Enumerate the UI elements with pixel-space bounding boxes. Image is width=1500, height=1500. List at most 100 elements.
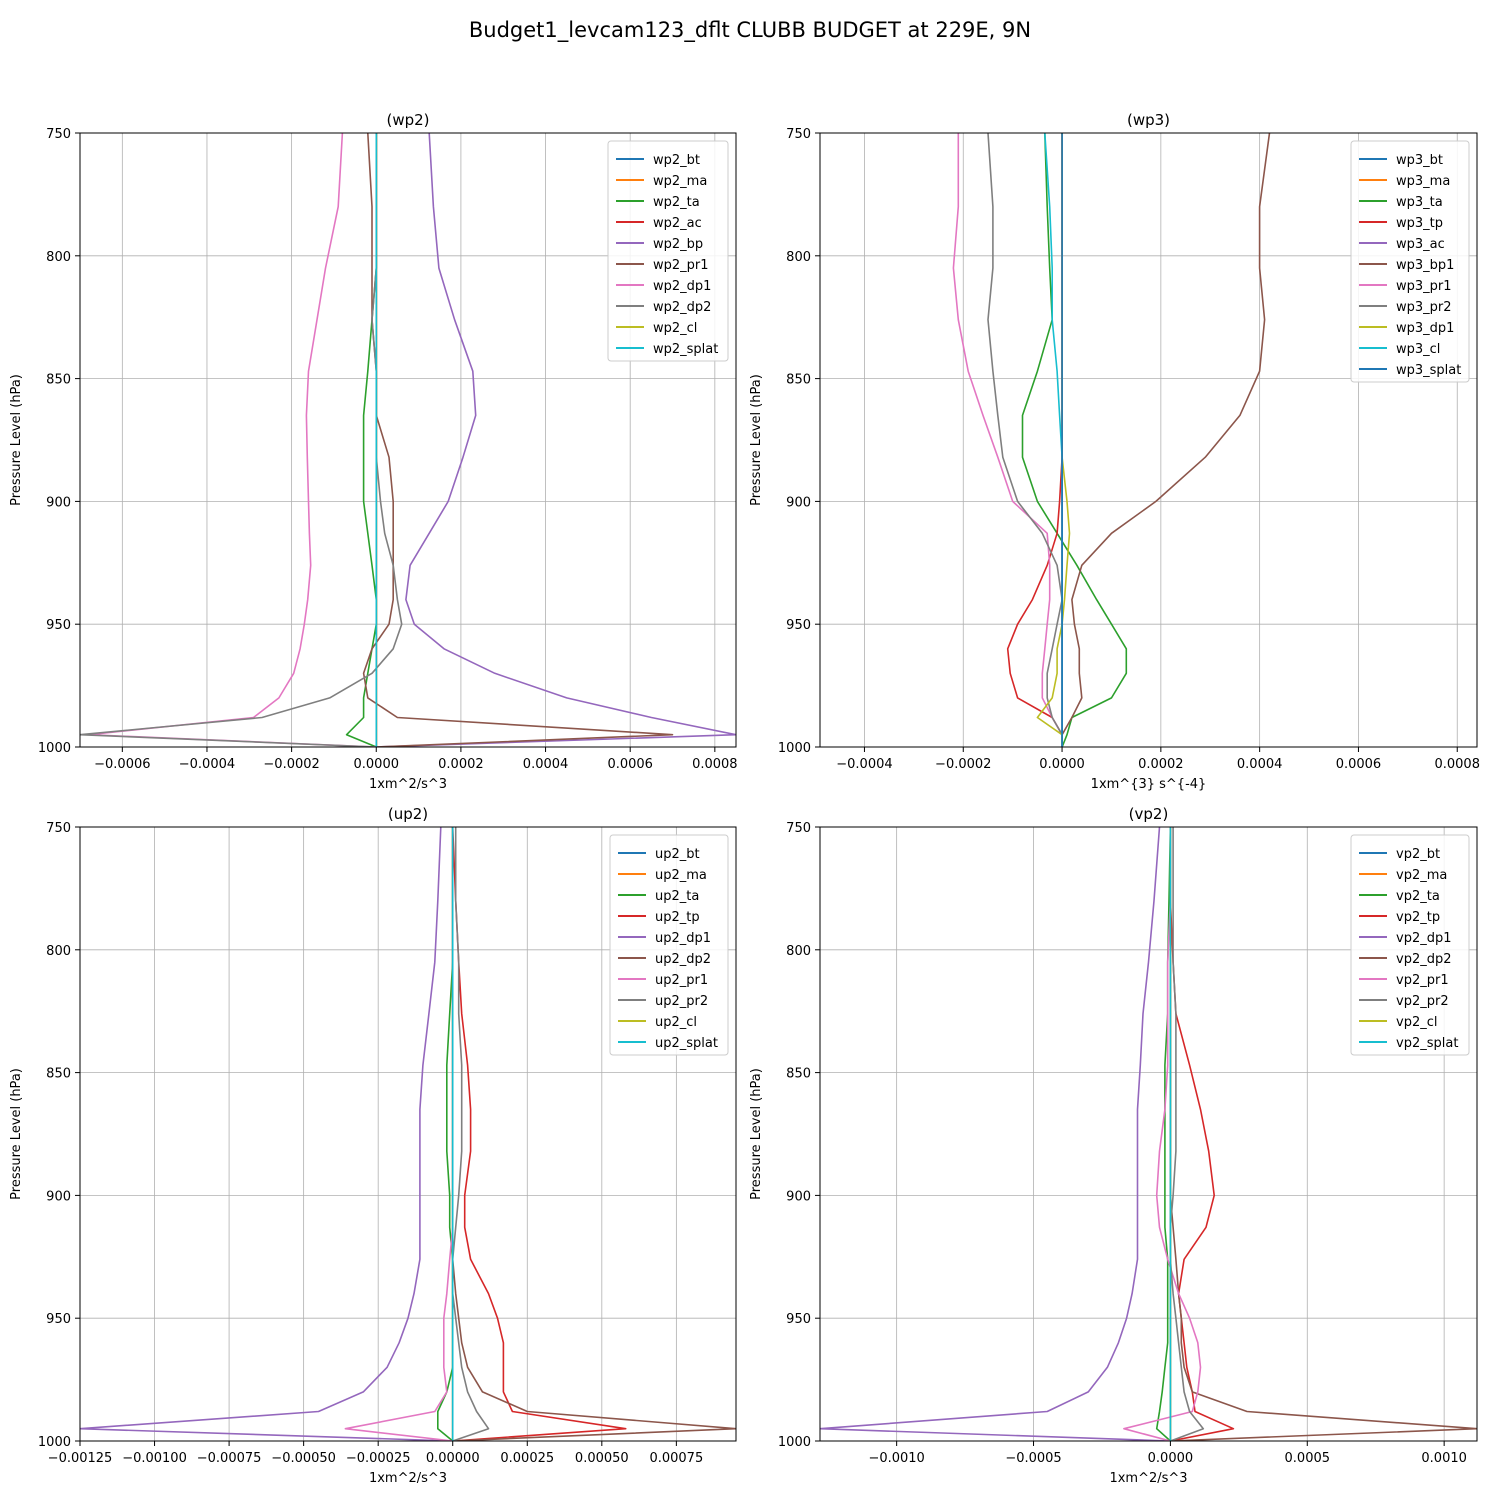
- x-tick-label: −0.0004: [836, 757, 892, 772]
- legend-label: wp2_dp2: [653, 300, 711, 315]
- legend-label: up2_tp: [655, 910, 700, 925]
- x-tick-label: 0.00000: [426, 1451, 480, 1466]
- x-tick-label: 0.0004: [523, 757, 569, 772]
- series-group: [80, 827, 736, 1441]
- legend-label: wp3_splat: [1396, 363, 1461, 378]
- chart-panel-2: −0.00125 −0.00100 −0.00075 −0.00050 −0.00025…: [9, 805, 737, 1486]
- x-tick-label: 0.0008: [1434, 757, 1480, 772]
- series-line-up2_pr2: [451, 827, 490, 1441]
- series-line-wp3_bp1: [1061, 133, 1271, 747]
- legend-label: vp2_bt: [1396, 847, 1440, 862]
- legend-label: up2_pr1: [655, 973, 708, 988]
- y-tick-label: 900: [786, 495, 811, 510]
- legend: up2_bt up2_ma up2_ta up2_tp up2_dp1 up2_dp2up…: [609, 834, 729, 1056]
- legend-label: wp3_pr2: [1396, 300, 1452, 315]
- y-tick-label: 850: [786, 373, 811, 388]
- legend-label: vp2_cl: [1396, 1015, 1437, 1030]
- series-line-up2_dp1: [80, 827, 453, 1441]
- legend-label: wp3_bt: [1396, 153, 1443, 168]
- legend-label: wp3_ac: [1396, 237, 1445, 252]
- y-tick-label: 750: [786, 821, 811, 836]
- y-tick-label: 1000: [38, 741, 71, 756]
- panel-title: (up2): [388, 805, 428, 823]
- legend-label: vp2_ta: [1396, 889, 1440, 904]
- x-axis-label: 1xm^{3} s^{-4}: [1091, 777, 1207, 792]
- series-line-up2_tp: [451, 827, 627, 1441]
- legend-label: wp3_pr1: [1396, 279, 1452, 294]
- y-tick-label: 800: [786, 944, 811, 959]
- y-axis-label: Pressure Level (hPa): [749, 374, 764, 506]
- x-axis-label: 1xm^2/s^3: [369, 1471, 447, 1486]
- legend: wp2_bt wp2_ma wp2_ta wp2_ac wp2_bp wp2_pr1 wp2…: [607, 140, 729, 362]
- x-tick-label: −0.0002: [935, 757, 991, 772]
- x-tick-label: 0.0008: [692, 757, 738, 772]
- x-tick-label: −0.00125: [48, 1451, 113, 1466]
- legend-label: vp2_ma: [1396, 868, 1447, 883]
- legend-label: wp3_ta: [1396, 195, 1443, 210]
- legend-label: wp3_cl: [1396, 342, 1440, 357]
- legend: wp3_bt wp3_ma wp3_ta wp3_tp wp3_ac wp3_bp1 wp3…: [1350, 140, 1470, 383]
- legend-label: vp2_pr1: [1396, 973, 1449, 988]
- legend-label: wp2_bp: [653, 237, 703, 252]
- series-line-wp2_dp2: [80, 133, 403, 747]
- legend-label: wp3_tp: [1396, 216, 1443, 231]
- legend-label: vp2_tp: [1396, 910, 1440, 925]
- y-tick-label: 950: [786, 1312, 811, 1327]
- legend-label: wp2_cl: [653, 321, 697, 336]
- y-tick-label: 800: [46, 250, 71, 265]
- x-tick-label: 0.0005: [1285, 1451, 1331, 1466]
- plot-frame: [79, 132, 737, 748]
- y-tick-label: 950: [46, 1312, 71, 1327]
- y-tick-label: 800: [786, 250, 811, 265]
- y-tick-label: 900: [46, 495, 71, 510]
- legend-label: up2_pr2: [655, 994, 708, 1009]
- y-tick-label: 750: [46, 127, 71, 142]
- y-axis-label: Pressure Level (hPa): [9, 374, 24, 506]
- legend-label: up2_splat: [655, 1036, 718, 1051]
- x-tick-label: 0.0006: [607, 757, 653, 772]
- x-tick-label: 0.00050: [575, 1451, 629, 1466]
- x-tick-label: −0.00025: [346, 1451, 411, 1466]
- x-tick-label: 0.0004: [1237, 757, 1283, 772]
- y-tick-label: 850: [46, 1067, 71, 1082]
- legend-label: up2_dp1: [655, 931, 711, 946]
- x-axis-label: 1xm^2/s^3: [369, 777, 447, 792]
- y-tick-label: 850: [46, 373, 71, 388]
- y-tick-label: 900: [46, 1189, 71, 1204]
- legend-label: up2_cl: [655, 1015, 697, 1030]
- panel-title: (vp2): [1129, 805, 1169, 823]
- series-group: [952, 133, 1271, 747]
- y-tick-label: 750: [46, 821, 71, 836]
- legend-label: up2_ta: [655, 889, 699, 904]
- y-tick-label: 1000: [778, 741, 811, 756]
- legend-label: wp2_pr1: [653, 258, 709, 273]
- x-tick-label: −0.00075: [197, 1451, 262, 1466]
- series-group: [820, 827, 1477, 1441]
- y-tick-label: 1000: [38, 1435, 71, 1450]
- x-axis-label: 1xm^2/s^3: [1109, 1471, 1187, 1486]
- x-tick-label: 0.0000: [1039, 757, 1085, 772]
- legend-label: vp2_dp2: [1396, 952, 1452, 967]
- y-tick-label: 750: [786, 127, 811, 142]
- legend-label: wp2_dp1: [653, 279, 711, 294]
- series-line-wp3_pr2: [987, 133, 1063, 747]
- plot-frame: [819, 826, 1478, 1442]
- figure-title: Budget1_levcam123_dflt CLUBB BUDGET at 2…: [469, 18, 1031, 43]
- series-line-wp2_bp: [376, 133, 736, 747]
- panel-title: (wp3): [1127, 111, 1170, 129]
- legend-label: wp2_ac: [653, 216, 702, 231]
- y-tick-label: 800: [46, 944, 71, 959]
- series-line-wp2_dp1: [87, 133, 377, 747]
- x-tick-label: 0.0002: [438, 757, 484, 772]
- legend-label: wp2_ma: [653, 174, 707, 189]
- legend-label: vp2_pr2: [1396, 994, 1449, 1009]
- chart-panel-3: −0.0010 −0.0005 0.0000 0.0005 0.0010 750 800 85…: [749, 805, 1478, 1486]
- y-tick-label: 1000: [778, 1435, 811, 1450]
- legend-label: wp2_ta: [653, 195, 700, 210]
- x-tick-label: −0.0010: [868, 1451, 924, 1466]
- legend-label: vp2_dp1: [1396, 931, 1452, 946]
- legend-label: wp3_dp1: [1396, 321, 1454, 336]
- x-tick-label: 0.0000: [1148, 1451, 1194, 1466]
- x-tick-label: −0.0006: [94, 757, 150, 772]
